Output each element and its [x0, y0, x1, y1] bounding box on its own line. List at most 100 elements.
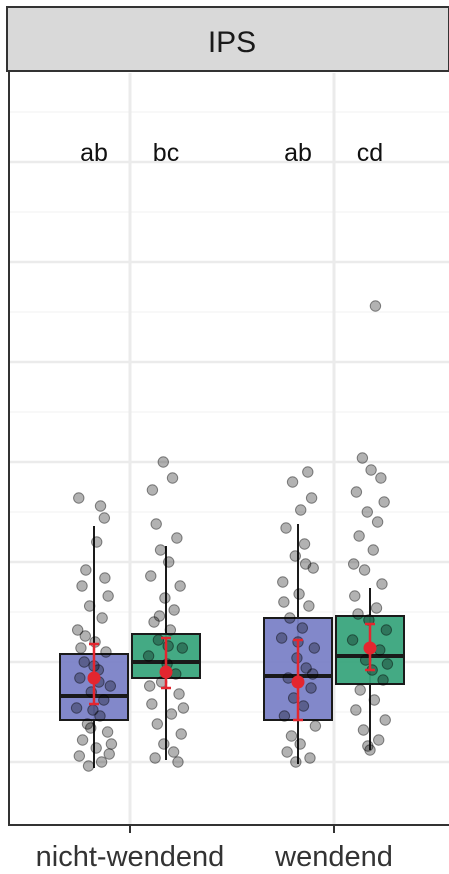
- data-point-0-26: [82, 760, 95, 772]
- data-point-3-10: [358, 564, 371, 576]
- box-group-3: [335, 300, 405, 756]
- data-point-2-9: [293, 588, 305, 600]
- data-point-3-0: [369, 300, 382, 312]
- facet-label: IPS: [208, 26, 256, 59]
- data-point-2-23: [285, 730, 298, 742]
- data-point-3-4: [350, 486, 363, 498]
- data-point-3-23: [350, 704, 362, 716]
- data-point-2-25: [281, 746, 293, 758]
- data-point-2-8: [277, 576, 289, 588]
- grid-lines: [9, 73, 449, 824]
- data-point-0-4: [91, 536, 103, 548]
- data-point-2-5: [298, 538, 311, 550]
- data-point-3-3: [375, 472, 387, 484]
- data-point-2-2: [305, 492, 318, 504]
- data-point-1-4: [171, 532, 183, 544]
- data-point-2-20: [297, 700, 310, 712]
- data-point-0-1: [98, 512, 111, 524]
- data-point-0-32: [85, 722, 97, 734]
- data-point-0-7: [83, 600, 96, 612]
- data-point-2-7: [307, 562, 319, 574]
- data-point-0-27: [103, 748, 115, 760]
- data-point-2-21: [278, 710, 291, 722]
- data-point-1-14: [176, 642, 189, 654]
- data-point-0-20: [81, 718, 94, 730]
- facet-strip: [6, 6, 449, 72]
- data-point-1-5: [154, 544, 167, 556]
- data-point-1-1: [166, 472, 179, 484]
- data-point-0-23: [90, 742, 102, 754]
- data-point-1-31: [177, 702, 190, 714]
- data-point-0-6: [102, 590, 114, 602]
- data-point-0-30: [79, 630, 91, 642]
- data-point-2-3: [295, 504, 307, 516]
- data-point-3-9: [367, 544, 379, 556]
- box-group-0: [59, 492, 129, 772]
- data-point-0-12: [78, 656, 90, 668]
- data-point-0-34: [75, 642, 87, 654]
- data-point-0-21: [101, 726, 114, 738]
- data-point-0-33: [105, 738, 118, 750]
- data-point-2-18: [305, 682, 317, 694]
- data-point-1-19: [173, 688, 185, 700]
- data-point-0-9: [71, 624, 84, 636]
- data-point-0-19: [94, 710, 106, 722]
- data-point-2-26: [304, 752, 316, 764]
- data-point-1-27: [172, 756, 184, 768]
- data-point-3-12: [349, 590, 361, 602]
- mean-point-2: [291, 675, 305, 689]
- data-point-2-14: [308, 642, 321, 654]
- data-point-1-23: [175, 728, 187, 740]
- data-point-2-6: [289, 550, 301, 562]
- data-point-1-15: [142, 650, 155, 662]
- data-point-3-29: [352, 608, 364, 620]
- data-point-3-25: [357, 724, 370, 736]
- data-point-1-9: [159, 592, 171, 604]
- data-point-1-8: [174, 580, 186, 592]
- data-point-2-28: [299, 558, 312, 570]
- data-point-0-8: [96, 612, 108, 624]
- x-tick-label-wendend: wendend: [274, 841, 393, 873]
- data-point-1-13: [152, 634, 165, 646]
- data-point-1-0: [157, 456, 169, 468]
- data-point-0-0: [73, 492, 85, 504]
- data-point-3-15: [380, 624, 393, 636]
- data-point-0-31: [99, 572, 111, 584]
- x-tick-label-nicht-wendend: nicht-wendend: [36, 841, 225, 873]
- data-point-0-15: [104, 680, 117, 692]
- data-point-1-30: [143, 680, 156, 692]
- data-point-3-31: [347, 558, 360, 570]
- data-point-2-12: [296, 622, 309, 634]
- data-point-1-29: [162, 640, 174, 652]
- data-point-1-28: [153, 610, 166, 622]
- data-point-3-28: [364, 744, 376, 756]
- data-point-1-20: [146, 698, 158, 710]
- mean-point-1: [159, 665, 173, 679]
- data-point-3-22: [368, 694, 381, 706]
- data-point-2-1: [286, 476, 299, 488]
- data-point-1-25: [167, 746, 180, 758]
- data-point-2-0: [302, 466, 314, 478]
- data-point-2-29: [278, 596, 290, 608]
- data-point-0-14: [74, 672, 86, 684]
- significance-letter-0: ab: [80, 139, 108, 167]
- box-group-1: [131, 456, 201, 768]
- data-point-3-2: [365, 464, 377, 476]
- data-point-3-7: [371, 516, 384, 528]
- data-point-1-3: [150, 518, 162, 530]
- data-point-0-25: [95, 756, 108, 768]
- significance-letter-1: bc: [153, 139, 179, 167]
- data-point-3-26: [373, 734, 385, 746]
- data-point-0-24: [73, 750, 86, 762]
- data-point-3-24: [379, 714, 391, 726]
- data-point-0-5: [76, 580, 88, 592]
- data-point-3-1: [356, 452, 369, 464]
- significance-letter-2: ab: [284, 139, 312, 167]
- data-point-0-22: [76, 734, 89, 746]
- data-point-3-20: [377, 674, 389, 686]
- data-point-2-16: [300, 662, 312, 674]
- data-point-3-13: [370, 602, 383, 614]
- data-point-1-12: [164, 624, 177, 636]
- data-point-3-8: [353, 530, 365, 542]
